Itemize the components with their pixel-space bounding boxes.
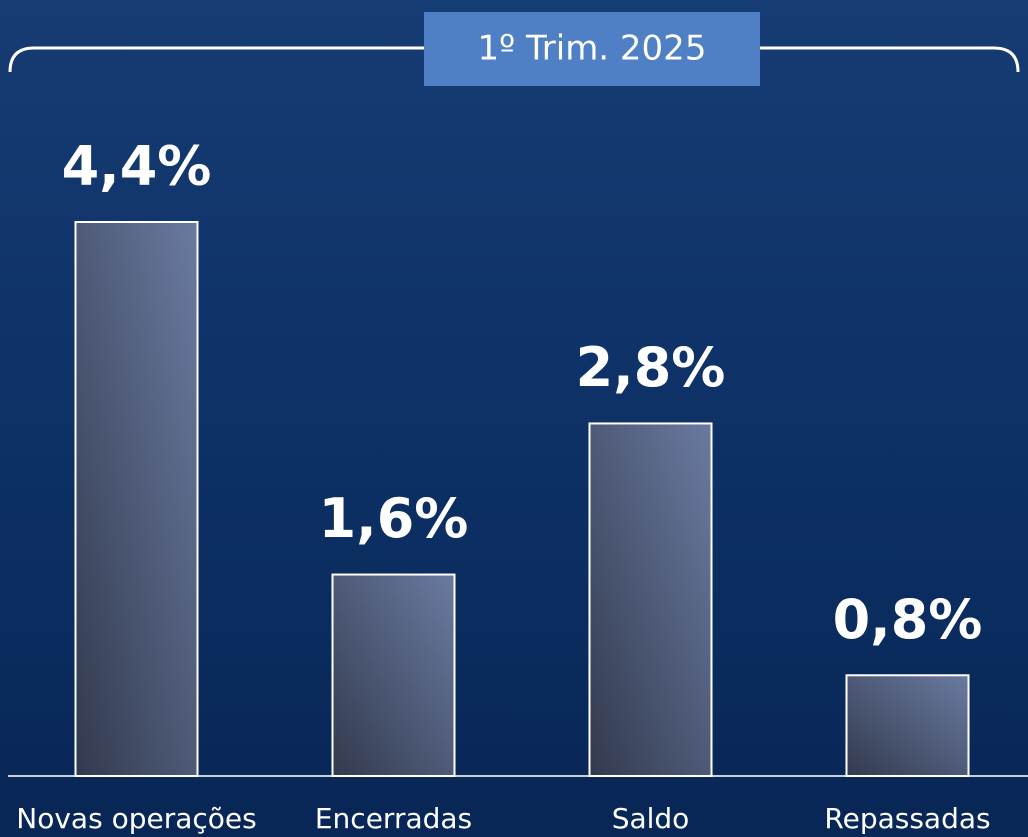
page: 1º Trim. 2025 Novas operações 4,4% Encerra… <box>0 0 1028 837</box>
x-tick-label: Novas operações <box>16 802 256 835</box>
bar <box>76 222 198 776</box>
x-tick-label: Encerradas <box>315 802 472 835</box>
chart-title: 1º Trim. 2025 <box>478 29 707 69</box>
x-tick-label: Saldo <box>612 802 690 835</box>
value-label: 4,4% <box>62 135 212 198</box>
chart: 1º Trim. 2025 Novas operações 4,4% Encerra… <box>0 0 1028 837</box>
value-label: 2,8% <box>576 336 726 399</box>
bar <box>847 675 969 776</box>
value-label: 1,6% <box>319 487 469 550</box>
value-label: 0,8% <box>833 588 983 651</box>
bar <box>333 575 455 776</box>
bar <box>590 423 712 776</box>
x-tick-label: Repassadas <box>824 802 990 835</box>
